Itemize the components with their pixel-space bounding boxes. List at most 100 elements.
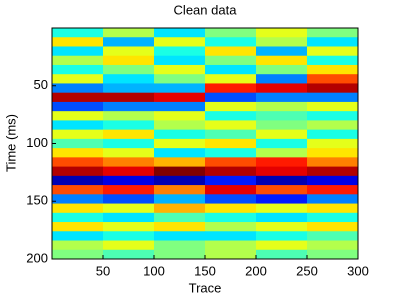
heatmap-cell <box>154 83 206 94</box>
heatmap-cell <box>52 120 104 131</box>
heatmap-cell <box>52 203 104 214</box>
heatmap-cell <box>205 138 257 149</box>
heatmap-cell <box>52 249 104 260</box>
heatmap-cell <box>103 129 155 140</box>
heatmap-cell <box>205 74 257 84</box>
x-tick-label: 200 <box>245 263 267 278</box>
heatmap-cell <box>154 231 206 242</box>
heatmap-cell <box>154 138 206 149</box>
heatmap-cell <box>307 203 359 214</box>
heatmap-cell <box>205 83 257 94</box>
heatmap-cell <box>52 212 104 223</box>
heatmap-cell <box>154 175 206 186</box>
heatmap-cell <box>256 46 308 57</box>
heatmap-cell <box>307 222 359 232</box>
y-tick-label: 150 <box>26 193 48 208</box>
heatmap-cell <box>103 83 155 94</box>
heatmap-cell <box>154 222 206 232</box>
heatmap-cell <box>205 222 257 232</box>
heatmap-cell <box>205 111 257 121</box>
heatmap-cell <box>103 28 155 38</box>
heatmap-cell <box>154 166 206 177</box>
heatmap-cell <box>205 129 257 140</box>
heatmap-cell <box>205 64 257 75</box>
heatmap-cell <box>307 120 359 131</box>
heatmap-cell <box>307 64 359 75</box>
heatmap-cell <box>256 222 308 232</box>
heatmap-cell <box>205 175 257 186</box>
heatmap-cell <box>205 157 257 168</box>
heatmap-cell <box>52 148 104 158</box>
heatmap-cell <box>154 185 206 195</box>
heatmap-cell <box>103 148 155 158</box>
heatmap-cell <box>103 175 155 186</box>
heatmap-cell <box>205 203 257 214</box>
heatmap-cell <box>154 203 206 214</box>
heatmap-cell <box>307 138 359 149</box>
heatmap-cell <box>103 203 155 214</box>
heatmap-cell <box>307 37 359 47</box>
heatmap-cell <box>205 249 257 260</box>
heatmap-cell <box>307 240 359 251</box>
heatmap-cell <box>103 101 155 112</box>
y-axis-label: Time (ms) <box>3 114 18 172</box>
heatmap-cell <box>256 185 308 195</box>
heatmap-cell <box>52 111 104 121</box>
heatmap-cell <box>256 212 308 223</box>
heatmap-cell <box>256 240 308 251</box>
heatmap-cell <box>103 92 155 103</box>
heatmap-cell <box>52 231 104 242</box>
heatmap-cell <box>205 37 257 47</box>
heatmap-cell <box>307 148 359 158</box>
heatmap-cell <box>103 120 155 131</box>
heatmap-cell <box>307 157 359 168</box>
heatmap-cell <box>307 101 359 112</box>
heatmap-cell <box>154 37 206 47</box>
heatmap-cell <box>52 222 104 232</box>
heatmap-cell <box>205 194 257 205</box>
y-tick-label: 200 <box>26 250 48 265</box>
x-tick-label: 150 <box>194 263 216 278</box>
heatmap-cell <box>154 55 206 66</box>
heatmap-cell <box>307 249 359 260</box>
heatmap-cell <box>103 138 155 149</box>
heatmap-cell <box>52 157 104 168</box>
heatmap-cell <box>205 185 257 195</box>
heatmap-cell <box>205 120 257 131</box>
heatmap-cell <box>205 55 257 66</box>
heatmap-cell <box>307 111 359 121</box>
heatmap-cell <box>52 138 104 149</box>
heatmap-cell <box>307 92 359 103</box>
heatmap-cell <box>154 120 206 131</box>
heatmap-cell <box>256 83 308 94</box>
heatmap-cell <box>103 37 155 47</box>
heatmap-cell <box>154 101 206 112</box>
heatmap-cell <box>154 249 206 260</box>
heatmap-cell <box>103 55 155 66</box>
heatmap-cell <box>52 37 104 47</box>
heatmap-cell <box>52 194 104 205</box>
heatmap-cell <box>52 185 104 195</box>
heatmap-cell <box>205 92 257 103</box>
heatmap-cell <box>307 231 359 242</box>
heatmap-cell <box>256 28 308 38</box>
heatmap-cell <box>307 74 359 84</box>
heatmap-cell <box>103 231 155 242</box>
heatmap-cell <box>307 175 359 186</box>
heatmap-cell <box>103 157 155 168</box>
x-tick-label: 100 <box>143 263 165 278</box>
heatmap-cell <box>256 111 308 121</box>
heatmap-cell <box>256 157 308 168</box>
heatmap-cell <box>52 46 104 57</box>
chart-title: Clean data <box>174 2 238 17</box>
heatmap-cell <box>205 231 257 242</box>
heatmap-cell <box>154 92 206 103</box>
heatmap-cell <box>103 74 155 84</box>
heatmap-cell <box>103 240 155 251</box>
heatmap-cell <box>307 46 359 57</box>
heatmap-cell <box>103 166 155 177</box>
heatmap-cell <box>52 166 104 177</box>
heatmap-cell <box>103 64 155 75</box>
heatmap-cell <box>307 212 359 223</box>
